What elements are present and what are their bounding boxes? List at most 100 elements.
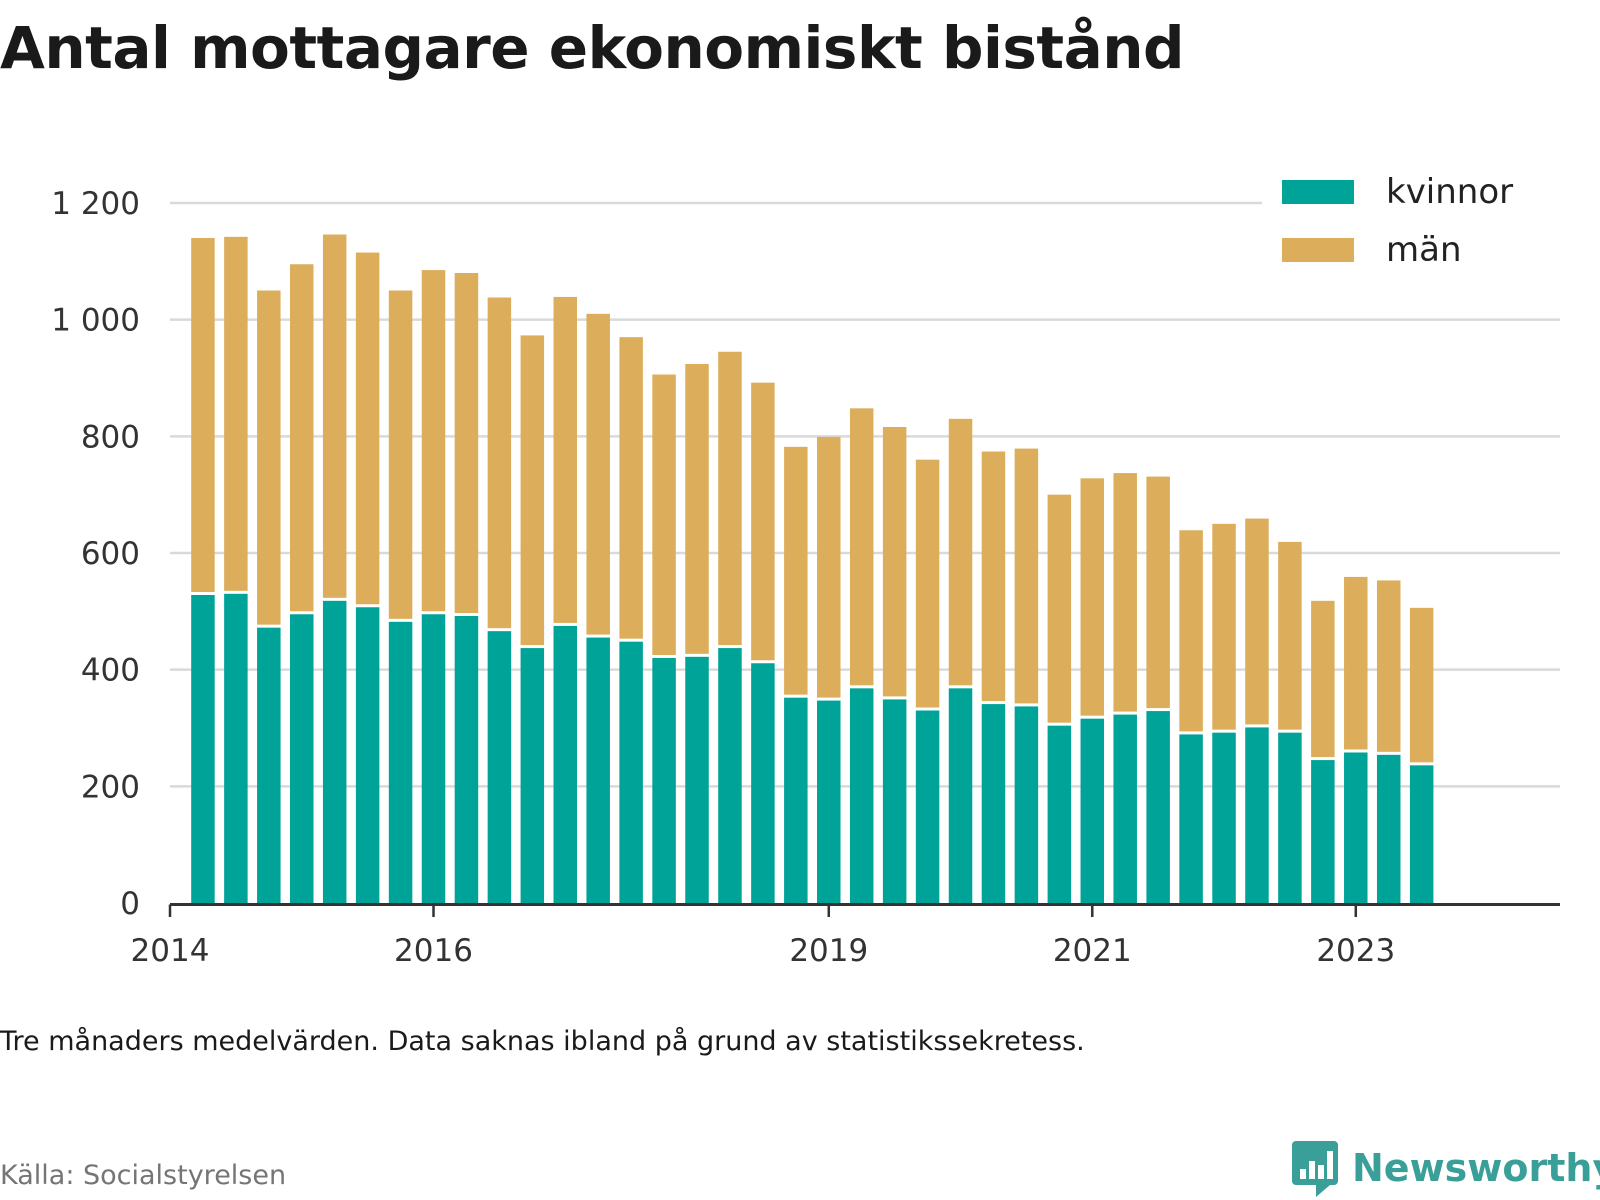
bar-man (948, 418, 973, 686)
chart-note: Tre månaders medelvärden. Data saknas ib… (0, 1026, 1085, 1057)
bar-kvinnor (1311, 760, 1335, 903)
bar-man (290, 264, 314, 612)
bar-kvinnor (224, 593, 248, 903)
bar-kvinnor (355, 607, 380, 903)
bar-kvinnor (388, 621, 413, 903)
y-tick-label: 800 (81, 419, 140, 455)
bar-man (1047, 494, 1072, 723)
bar-kvinnor (1278, 732, 1302, 903)
bar-kvinnor (1212, 732, 1236, 903)
bar-kvinnor (1376, 754, 1401, 903)
brand-name: Newsworthy (1352, 1146, 1600, 1190)
y-tick-label: 600 (81, 536, 140, 572)
source-text: Källa: Socialstyrelsen (0, 1160, 287, 1191)
bar-man (487, 297, 512, 629)
bar-kvinnor (619, 641, 643, 903)
legend-swatch (1282, 238, 1354, 262)
bar-man (1179, 530, 1203, 732)
bar-man (1278, 541, 1302, 730)
bar-kvinnor (1146, 711, 1170, 903)
bar-man (421, 270, 446, 612)
bar-man (322, 234, 347, 598)
bar-man (619, 337, 643, 639)
bar-man (1344, 576, 1368, 750)
bar-man (1212, 523, 1236, 730)
bar-kvinnor (1014, 706, 1039, 903)
bar-chart-speech-icon (1292, 1141, 1338, 1197)
bar-man (586, 313, 610, 635)
bar-man (1113, 473, 1137, 712)
bar-man (224, 236, 248, 591)
bar-kvinnor (849, 688, 874, 903)
bar-kvinnor (1344, 752, 1368, 903)
bar-man (652, 374, 676, 655)
x-tick-label: 2016 (394, 933, 473, 969)
bar-man (882, 427, 907, 697)
y-tick-label: 0 (120, 886, 140, 922)
x-tick-label: 2023 (1316, 933, 1395, 969)
bar-kvinnor (915, 710, 940, 903)
legend-label: kvinnor (1386, 172, 1513, 212)
bar-man (1311, 600, 1335, 758)
y-tick-label: 1 200 (51, 186, 140, 222)
bar-kvinnor (191, 595, 215, 903)
bar-man (849, 408, 874, 686)
x-tick-label: 2019 (789, 933, 868, 969)
bar-kvinnor (586, 637, 610, 903)
y-tick-label: 1 000 (51, 303, 140, 339)
bar-kvinnor (290, 614, 314, 903)
bar-kvinnor (1080, 718, 1105, 903)
bar-man (553, 296, 578, 623)
bar-man (257, 290, 281, 625)
bar-kvinnor (1113, 714, 1137, 903)
legend-label: män (1386, 230, 1462, 270)
bar-kvinnor (882, 699, 907, 903)
bar-kvinnor (1047, 725, 1072, 903)
bar-kvinnor (981, 704, 1006, 903)
bar-kvinnor (322, 600, 347, 903)
legend-swatch (1282, 180, 1354, 204)
bar-man (784, 446, 808, 695)
bar-kvinnor (487, 631, 512, 903)
chart-title: Antal mottagare ekonomiskt bistånd (0, 14, 1185, 82)
bar-kvinnor (652, 658, 676, 903)
bar-kvinnor (454, 616, 479, 903)
bar-man (981, 451, 1006, 702)
bar-man (1080, 478, 1105, 716)
bar-man (685, 364, 709, 654)
bar-kvinnor (718, 648, 742, 903)
y-tick-label: 200 (81, 769, 140, 805)
bar-man (718, 351, 742, 646)
x-tick-label: 2021 (1053, 933, 1132, 969)
bar-kvinnor (751, 663, 775, 903)
axes: 0 200 400 600 800 1 000 1 200 2014 2016 2019 2021 2… (51, 186, 1560, 969)
bar-man (915, 459, 940, 708)
bar-man (1014, 448, 1039, 704)
bars (191, 234, 1434, 903)
bar-kvinnor (1245, 727, 1269, 903)
bar-kvinnor (817, 700, 841, 903)
bar-kvinnor (1409, 765, 1434, 903)
bar-man (355, 252, 380, 605)
bar-kvinnor (257, 627, 281, 903)
bar-kvinnor (520, 648, 545, 903)
bar-kvinnor (685, 656, 709, 903)
bar-man (191, 238, 215, 592)
bar-kvinnor (421, 614, 446, 903)
bar-man (520, 335, 545, 646)
bar-man (1409, 607, 1434, 763)
bar-man (817, 436, 841, 698)
bar-man (1146, 476, 1170, 709)
bar-man (1245, 518, 1269, 725)
bar-man (454, 273, 479, 613)
bar-kvinnor (1179, 734, 1203, 903)
bar-kvinnor (948, 688, 973, 903)
bar-man (751, 382, 775, 661)
y-tick-label: 400 (81, 653, 140, 689)
bar-man (388, 290, 413, 619)
bar-kvinnor (784, 697, 808, 903)
stacked-bar-chart: 0 200 400 600 800 1 000 1 200 2014 2016 2019 2021 2… (51, 172, 1562, 969)
legend: kvinnor män (1262, 172, 1562, 284)
bar-kvinnor (553, 625, 578, 903)
bar-man (1376, 580, 1401, 752)
